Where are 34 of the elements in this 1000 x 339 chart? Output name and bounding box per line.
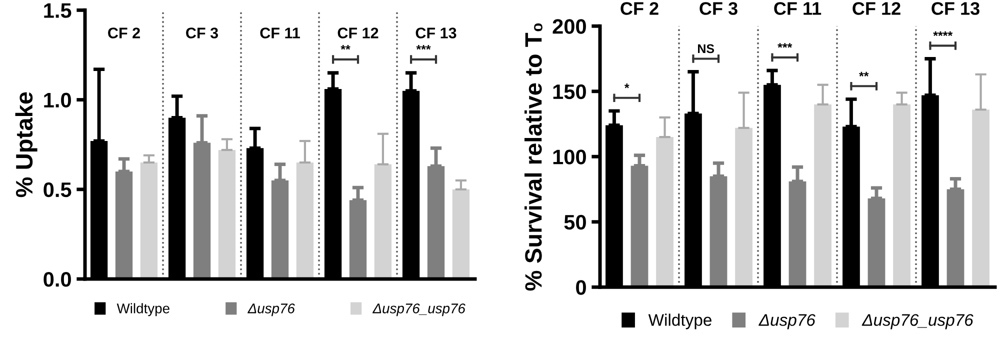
y-tick-label: 1.5 (44, 3, 72, 18)
y-axis-title: % Survival relative to T₀ (524, 23, 542, 291)
y-axis-title: % Uptake (15, 92, 38, 198)
x-tick-label: CF 12 (852, 2, 900, 15)
x-tick-label: CF 13 (932, 2, 980, 15)
annotation: **** (933, 31, 953, 36)
x-tick-label: CF 3 (186, 28, 218, 38)
annotation: ** (340, 45, 350, 50)
y-tick-label: 0 (576, 280, 586, 295)
annotation: NS (698, 44, 714, 54)
legend-label: Δusp76_usp76 (372, 304, 466, 316)
y-tick-label: 0.5 (44, 182, 72, 198)
x-tick-label: CF 2 (620, 2, 658, 15)
y-tick-label: 50 (564, 214, 586, 230)
legend-label: Δusp76_usp76 (862, 314, 974, 330)
y-tick-label: 0.0 (44, 272, 71, 287)
x-tick-label: CF 11 (774, 2, 822, 15)
x-tick-label: CF 11 (260, 28, 300, 38)
y-tick-label: 150 (553, 84, 586, 100)
legend-label: Wildtype (116, 303, 170, 316)
y-tick-label: 200 (552, 19, 586, 34)
annotation: *** (778, 43, 792, 48)
x-tick-label: CF 3 (700, 2, 738, 15)
y-tick-label: 1.0 (44, 92, 71, 108)
x-tick-label: CF 2 (108, 28, 140, 38)
x-tick-label: CF 12 (338, 28, 378, 38)
legend-label: Δusp76 (248, 304, 295, 316)
annotation: * (624, 84, 630, 88)
legend-label: Δusp76 (758, 314, 816, 330)
annotation: *** (416, 45, 431, 50)
annotation: ** (859, 72, 869, 76)
legend-label: Wildtype (648, 314, 712, 330)
y-tick-label: 100 (553, 150, 586, 164)
x-tick-label: CF 13 (416, 28, 456, 38)
